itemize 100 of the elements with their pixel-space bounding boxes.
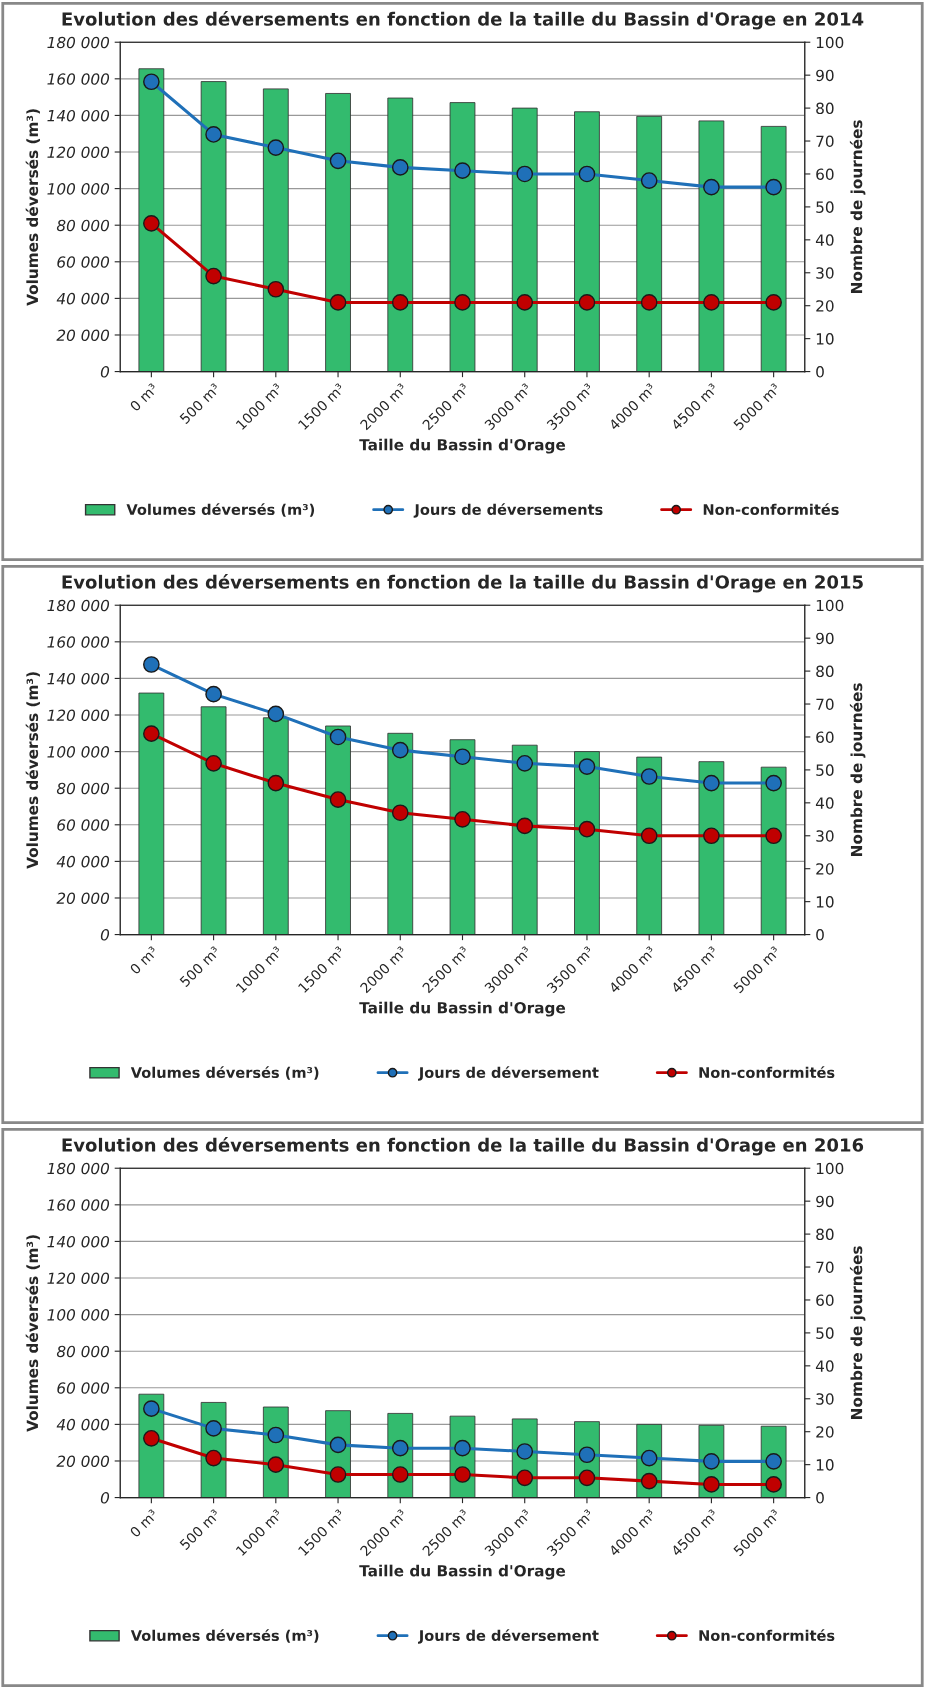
legend-label: Non-conformités — [699, 1066, 835, 1079]
y2-tick-label: 30 — [816, 830, 834, 842]
bar — [262, 717, 289, 935]
point — [267, 1426, 285, 1444]
y2-tick-label: 30 — [816, 267, 834, 279]
y2-tick-label: 50 — [816, 1327, 834, 1339]
y-tick-label: 120 000 — [47, 146, 110, 159]
y-tick-label: 80 000 — [56, 219, 110, 232]
y2-tick-label: 10 — [816, 1459, 834, 1471]
point — [329, 728, 347, 746]
point — [640, 827, 658, 845]
point — [640, 768, 658, 785]
y2-tick-label: 10 — [816, 896, 834, 908]
legend-label: Volumes déversés (m³) — [130, 1629, 319, 1643]
legend-label: Volumes déversés (m³) — [130, 1066, 319, 1080]
x-tick-label: 500 m³ — [179, 1508, 221, 1551]
legend-label: Volumes déversés (m³) — [126, 503, 315, 517]
y2-tick-label: 30 — [816, 1393, 834, 1405]
chart-title: Evolution des déversements en fonction de la taille du Bassin d'Orage en 2014 — [62, 11, 864, 30]
y-tick-label: 180 000 — [47, 599, 110, 612]
point — [267, 1456, 285, 1473]
y2-tick-label: 20 — [816, 300, 834, 312]
y2-tick-label: 50 — [816, 201, 834, 213]
y2-tick-label: 70 — [816, 1261, 834, 1274]
y2-tick-label: 50 — [816, 764, 834, 776]
x-tick-label: 0 m³ — [129, 945, 159, 975]
chart-title: Evolution des déversements en fonction de la taille du Bassin d'Orage en 2016 — [62, 1137, 864, 1156]
point — [516, 1469, 534, 1487]
bar — [449, 739, 476, 935]
point — [516, 754, 534, 772]
point — [329, 791, 347, 808]
y-tick-label: 120 000 — [47, 1272, 110, 1285]
point — [703, 774, 720, 792]
point — [391, 1466, 409, 1483]
point — [205, 754, 222, 772]
x-tick-label: 0 m³ — [129, 382, 159, 412]
y2-tick-label: 0 — [816, 1492, 824, 1504]
y2-axis-title: Nombre de journées — [849, 120, 866, 293]
y2-tick-label: 40 — [815, 1360, 834, 1372]
point — [765, 294, 782, 311]
bar — [698, 120, 725, 372]
point — [267, 705, 285, 723]
point — [516, 165, 534, 183]
y-tick-label: 20 000 — [56, 1455, 110, 1468]
y-tick-label: 60 000 — [57, 256, 110, 268]
point — [143, 725, 160, 743]
point — [267, 280, 285, 298]
y2-tick-label: 80 — [816, 102, 834, 115]
point — [329, 152, 347, 170]
point — [578, 294, 596, 311]
y-tick-label: 20 000 — [56, 329, 110, 342]
point — [267, 774, 285, 792]
y2-tick-label: 0 — [816, 366, 824, 378]
point — [765, 1453, 782, 1470]
point — [703, 178, 720, 196]
y2-tick-label: 70 — [816, 135, 834, 148]
bar — [636, 115, 663, 372]
y2-tick-label: 20 — [816, 1426, 834, 1438]
bar — [138, 692, 165, 935]
point — [205, 1449, 222, 1467]
point — [578, 820, 596, 838]
point — [391, 294, 409, 311]
y2-axis-title: Nombre de journées — [849, 1246, 866, 1419]
point — [143, 1400, 160, 1417]
y-tick-label: 40 000 — [56, 855, 110, 868]
legend-label: Non-conformités — [703, 503, 839, 516]
point — [205, 1420, 222, 1437]
y2-tick-label: 90 — [816, 1195, 834, 1208]
point — [143, 73, 160, 91]
y-tick-label: 160 000 — [47, 636, 110, 648]
point — [454, 1439, 471, 1457]
bar — [449, 102, 476, 372]
point — [765, 1476, 782, 1493]
x-tick-label: 0 m³ — [129, 1508, 159, 1538]
chart-title: Evolution des déversements en fonction de la taille du Bassin d'Orage en 2015 — [62, 574, 863, 593]
y-tick-label: 60 000 — [57, 1382, 110, 1394]
point — [578, 1469, 596, 1487]
y-axis-title: Volumes déversés (m³) — [25, 109, 40, 306]
y-tick-label: 80 000 — [56, 782, 110, 795]
bar — [387, 97, 414, 372]
y-tick-label: 140 000 — [47, 1235, 110, 1248]
y-tick-label: 140 000 — [47, 109, 110, 122]
y-tick-label: 100 000 — [47, 1309, 110, 1321]
y2-tick-label: 100 — [816, 1162, 844, 1175]
point — [578, 165, 596, 183]
x-tick-label: 500 m³ — [179, 382, 221, 425]
point — [703, 827, 720, 845]
y-axis-title: Volumes déversés (m³) — [25, 1235, 40, 1432]
point — [143, 215, 160, 232]
legend-label: Jours de déversement — [417, 1629, 599, 1644]
point — [454, 1466, 471, 1483]
y-tick-label: 60 000 — [57, 819, 110, 831]
y-tick-label: 0 — [100, 1492, 110, 1504]
bar — [760, 766, 787, 935]
y-tick-label: 0 — [100, 929, 110, 941]
x-axis-title: Taille du Bassin d'Orage — [359, 1001, 566, 1017]
point — [765, 827, 782, 845]
y2-tick-label: 40 — [815, 797, 834, 809]
point — [516, 817, 534, 835]
point — [640, 294, 658, 311]
